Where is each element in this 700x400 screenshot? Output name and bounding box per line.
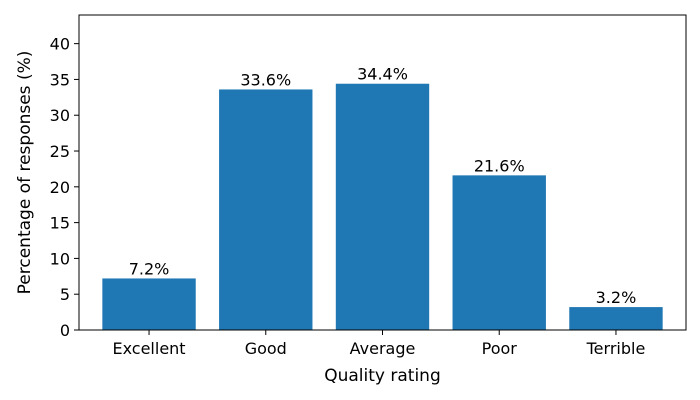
y-tick-label-35: 35 [50, 70, 70, 89]
x-tick-label-terrible: Terrible [586, 339, 646, 358]
bar-value-label-poor: 21.6% [474, 156, 525, 175]
bar-value-label-terrible: 3.2% [596, 288, 637, 307]
x-tick-label-poor: Poor [482, 339, 518, 358]
bar-terrible [569, 307, 663, 330]
bars-group [102, 83, 663, 331]
bar-excellent [102, 278, 196, 330]
bar-value-label-good: 33.6% [240, 70, 291, 89]
x-tick-label-excellent: Excellent [112, 339, 185, 358]
bar-poor [452, 175, 546, 330]
x-axis-ticks: Excellent Good Average Poor Terrible [112, 330, 645, 358]
x-axis-label: Quality rating [324, 366, 441, 386]
plot-area-frame [78, 14, 687, 331]
y-tick-label-10: 10 [50, 249, 70, 268]
bar-value-labels: 7.2% 33.6% 34.4% 21.6% 3.2% [129, 65, 637, 307]
bar-value-label-average: 34.4% [357, 65, 408, 84]
y-tick-label-5: 5 [60, 285, 70, 304]
bar-value-label-excellent: 7.2% [129, 259, 170, 278]
y-tick-label-15: 15 [50, 214, 70, 233]
y-tick-label-25: 25 [50, 142, 70, 161]
x-tick-label-good: Good [245, 339, 287, 358]
y-tick-label-0: 0 [60, 321, 70, 340]
y-tick-label-30: 30 [50, 106, 70, 125]
x-tick-label-average: Average [350, 339, 416, 358]
y-axis-label: Percentage of responses (%) [15, 51, 35, 295]
bar-average [335, 83, 430, 331]
y-axis-ticks: 0 5 10 15 20 25 30 35 40 [50, 35, 79, 340]
y-tick-label-20: 20 [50, 178, 70, 197]
bar-good [219, 89, 313, 330]
y-tick-label-40: 40 [50, 35, 70, 54]
